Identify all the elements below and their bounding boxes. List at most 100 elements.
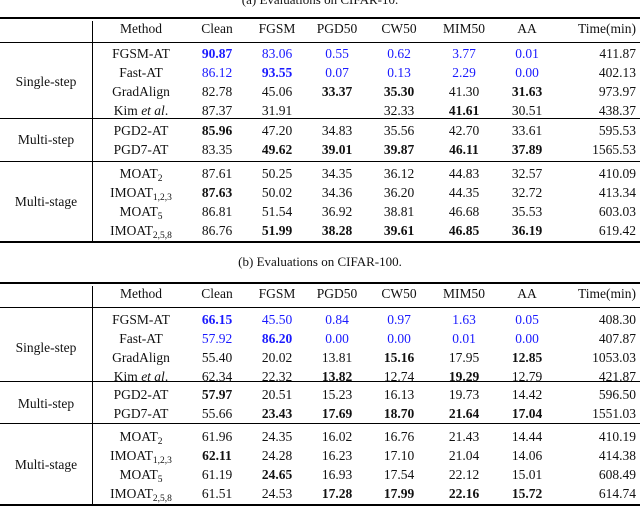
table-cell: 45.50 <box>261 312 293 327</box>
table-cell: 17.99 <box>383 486 415 501</box>
group-rule <box>0 161 640 162</box>
method-name: Fast-AT <box>119 65 163 80</box>
table-cell: 0.07 <box>325 65 349 80</box>
method-name: Kim et al. <box>113 369 169 384</box>
table-cell: 16.93 <box>321 467 353 482</box>
header-rule <box>0 307 640 308</box>
table-cell: 20.51 <box>261 387 293 402</box>
column-header: CW50 <box>381 286 417 301</box>
table-cell: 44.83 <box>448 166 480 181</box>
bottom-rule <box>0 504 640 506</box>
method-name: IMOAT1,2,3 <box>110 448 172 466</box>
table-cell: 0.00 <box>325 331 349 346</box>
table-cell: 17.10 <box>383 448 415 463</box>
method-name: Kim et al. <box>113 103 169 118</box>
method-name: GradAlign <box>112 84 170 99</box>
table-cell: 19.73 <box>448 387 480 402</box>
method-subscript: 5 <box>157 212 163 222</box>
table-cell: 15.16 <box>383 350 415 365</box>
method-name: GradAlign <box>112 350 170 365</box>
table-cell: 45.06 <box>261 84 293 99</box>
column-header: CW50 <box>381 21 417 36</box>
table-cell: 35.53 <box>511 204 543 219</box>
table-cell: 14.44 <box>511 429 543 444</box>
method-name: IMOAT2,5,8 <box>110 223 172 241</box>
group-label: Single-step <box>15 340 77 355</box>
table-cell: 90.87 <box>201 46 233 61</box>
method-name: FGSM-AT <box>112 312 170 327</box>
table-cell: 44.35 <box>448 185 480 200</box>
table-cell: 93.55 <box>261 65 293 80</box>
table-cell: 33.61 <box>511 123 543 138</box>
table-cell: 62.11 <box>202 448 232 463</box>
table-cell: 1.63 <box>452 312 476 327</box>
table-cell: 32.57 <box>511 166 543 181</box>
table-cell: 12.79 <box>511 369 543 384</box>
table-cell: 973.97 <box>598 84 636 99</box>
table-cell: 1551.03 <box>592 406 636 421</box>
table-cell: 17.95 <box>448 350 480 365</box>
table-cell: 87.63 <box>201 185 233 200</box>
table-cell: 0.00 <box>515 331 539 346</box>
table-cell: 16.02 <box>321 429 353 444</box>
table-cell: 31.91 <box>261 103 293 118</box>
table-cell: 22.16 <box>448 486 480 501</box>
table-cell: 21.04 <box>448 448 480 463</box>
table-cell: 38.28 <box>321 223 353 238</box>
method-subscript: 2,5,8 <box>152 494 172 504</box>
column-header: Clean <box>201 286 233 301</box>
table-cell: 603.03 <box>598 204 636 219</box>
table-cell: 38.81 <box>383 204 415 219</box>
method-name: Fast-AT <box>119 331 163 346</box>
column-header: FGSM <box>258 21 296 36</box>
table-cell: 17.04 <box>511 406 543 421</box>
table-cell: 86.81 <box>201 204 233 219</box>
table-cell: 12.85 <box>511 350 543 365</box>
group-rule <box>0 423 640 424</box>
table-cell: 410.19 <box>598 429 636 444</box>
table-cell: 31.63 <box>511 84 543 99</box>
table-cell: 46.85 <box>448 223 480 238</box>
method-name: IMOAT2,5,8 <box>110 486 172 504</box>
table-cell: 411.87 <box>599 46 636 61</box>
table-cell: 0.84 <box>325 312 349 327</box>
column-header: AA <box>517 21 537 36</box>
method-name: IMOAT1,2,3 <box>110 185 172 203</box>
table-cell: 20.02 <box>261 350 293 365</box>
table-cell: 12.74 <box>383 369 415 384</box>
table-cell: 85.96 <box>201 123 233 138</box>
table-cell: 19.29 <box>448 369 480 384</box>
group-label: Multi-step <box>17 396 75 411</box>
table-cell: 50.02 <box>261 185 293 200</box>
table-cell: 0.55 <box>325 46 349 61</box>
table-cell: 614.74 <box>598 486 636 501</box>
column-divider <box>92 286 93 504</box>
table-cell: 15.23 <box>321 387 353 402</box>
table-cell: 46.68 <box>448 204 480 219</box>
table-cell: 87.37 <box>201 103 233 118</box>
column-header: Time(min) <box>577 286 636 301</box>
table-cell: 55.66 <box>201 406 233 421</box>
table-cell: 39.87 <box>383 142 415 157</box>
method-subscript: 5 <box>157 475 163 485</box>
table-cell: 413.34 <box>598 185 636 200</box>
table-cell: 0.01 <box>452 331 476 346</box>
table-cell: 57.97 <box>201 387 233 402</box>
table-caption: (b) Evaluations on CIFAR-100. <box>238 254 402 269</box>
table-cell: 0.00 <box>387 331 411 346</box>
table-cell: 82.78 <box>201 84 233 99</box>
table-cell: 438.37 <box>598 103 636 118</box>
bottom-rule <box>0 241 640 243</box>
method-subscript: 1,2,3 <box>152 456 172 466</box>
group-rule <box>0 118 640 119</box>
group-label: Multi-stage <box>14 194 78 209</box>
table-cell: 3.77 <box>452 46 476 61</box>
table-cell: 22.32 <box>261 369 293 384</box>
method-name: MOAT2 <box>119 429 163 447</box>
method-name: PGD7-AT <box>113 406 169 421</box>
column-header: PGD50 <box>316 21 358 36</box>
table-cell: 17.28 <box>321 486 353 501</box>
table-cell: 2.29 <box>452 65 476 80</box>
table-cell: 16.76 <box>383 429 415 444</box>
table-cell: 619.42 <box>598 223 636 238</box>
